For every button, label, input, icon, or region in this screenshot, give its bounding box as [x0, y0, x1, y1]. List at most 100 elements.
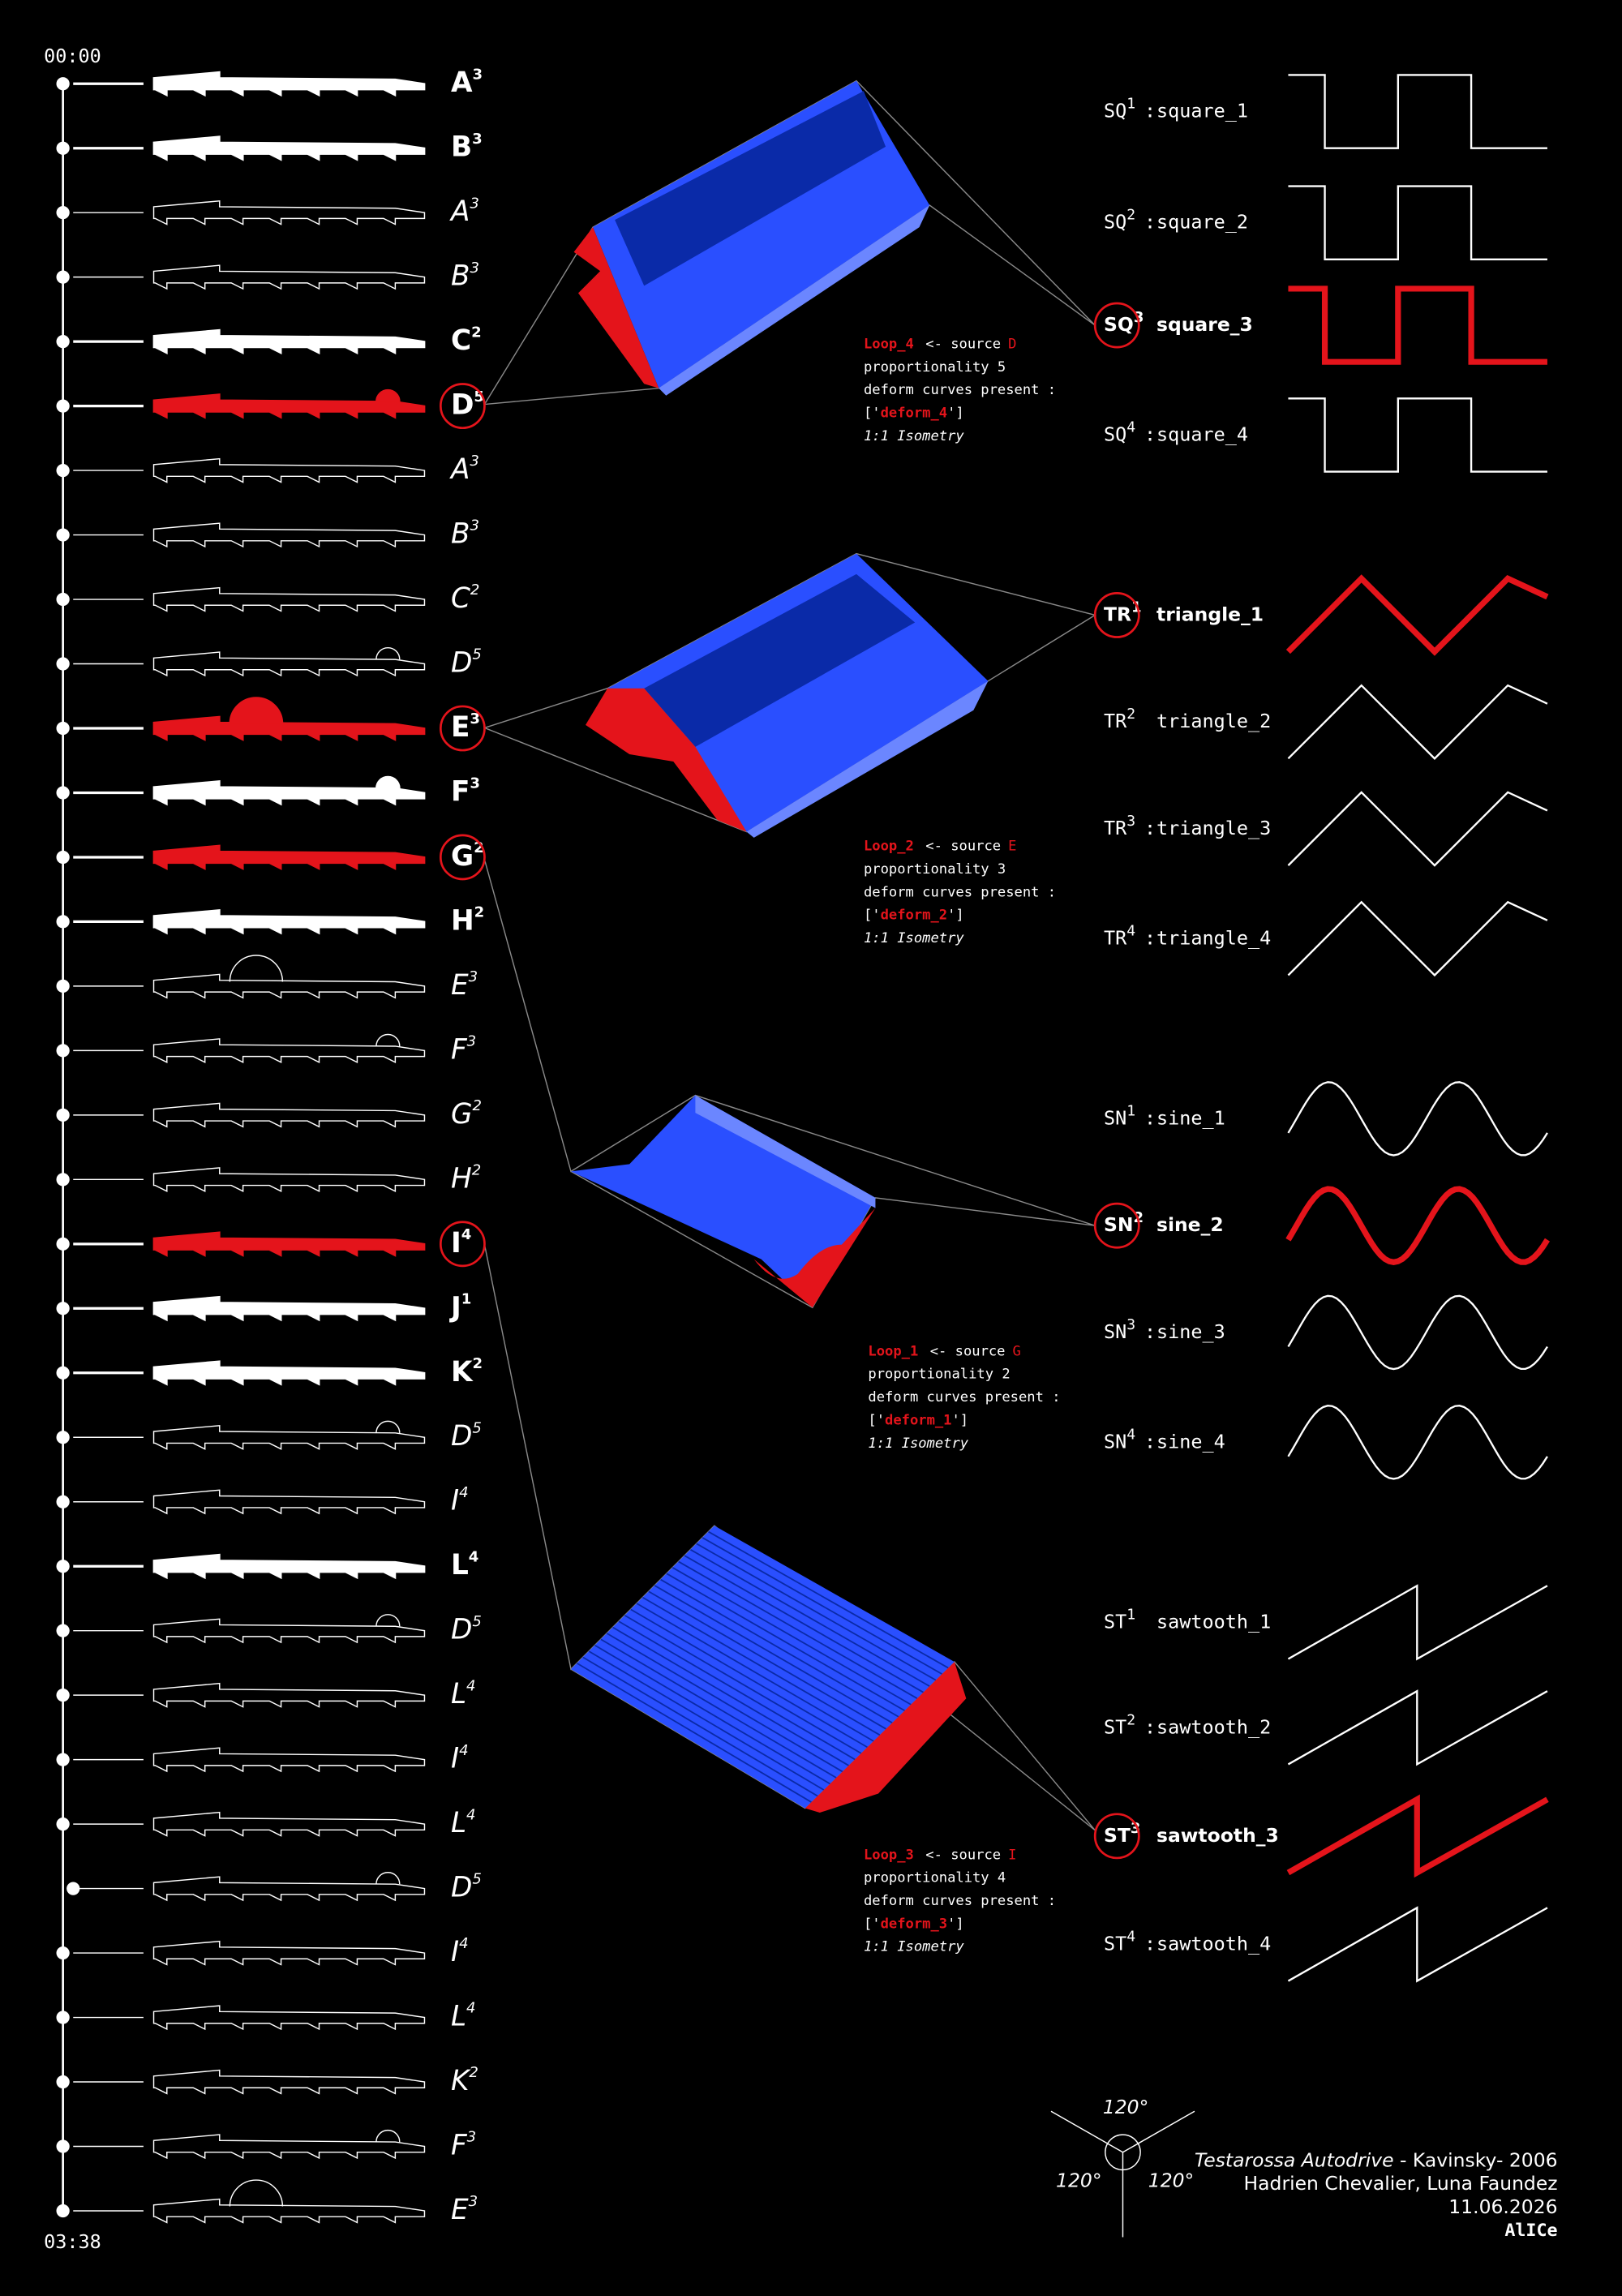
- loop-letter: F: [451, 2129, 468, 2161]
- timeline-dot: [56, 206, 70, 220]
- loop-glyph: [152, 2198, 426, 2224]
- timeline-dot: [56, 915, 70, 929]
- loop-superscript: 2: [474, 839, 484, 856]
- wave-label: ST2:sawtooth_2: [1104, 1711, 1271, 1738]
- loop-superscript: 2: [471, 324, 482, 341]
- rib: [630, 1608, 868, 1749]
- timeline-dot: [56, 850, 70, 865]
- waveform: [1288, 74, 1547, 149]
- loop-glyph: [152, 1425, 426, 1450]
- loop-label: A3: [449, 195, 479, 227]
- loop-label: B3: [451, 260, 479, 292]
- loop-letter: D: [451, 388, 474, 421]
- wave-name: sawtooth_4: [1156, 1932, 1271, 1955]
- waveform: [1287, 684, 1548, 761]
- loop-glyph: [152, 2069, 426, 2095]
- loop-superscript: 4: [466, 2000, 475, 2017]
- bracket: ']: [947, 908, 964, 924]
- angle-label: 120°: [1103, 2096, 1149, 2118]
- loop-glyph: [152, 2134, 426, 2160]
- loop-superscript: 1: [461, 1290, 472, 1307]
- loop-label: I4: [451, 1484, 469, 1517]
- loop-superscript: 4: [466, 1806, 475, 1823]
- loop-deform: ['deform_2']: [864, 908, 964, 924]
- loop-glyph: [152, 909, 426, 935]
- loop-letter: E: [451, 710, 470, 743]
- loop-deform: ['deform_3']: [864, 1916, 964, 1932]
- loop-superscript: 5: [474, 388, 484, 406]
- loop-proportionality: proportionality 2: [868, 1367, 1010, 1383]
- glyph-bump: [375, 647, 401, 660]
- bracket: ']: [952, 1412, 969, 1428]
- wave-separator: :: [1144, 1430, 1156, 1453]
- loop-letter: K: [451, 2065, 471, 2097]
- wave-label: ST1 sawtooth_1: [1104, 1606, 1271, 1633]
- wave-code: SN: [1104, 1320, 1126, 1342]
- start-time: 00:00: [44, 45, 101, 67]
- wave-label: TR3:triangle_3: [1104, 813, 1271, 839]
- loop-letter: B: [451, 131, 472, 163]
- deform-name: deform_4: [881, 406, 947, 422]
- wave-label: TR4:triangle_4: [1104, 922, 1271, 949]
- loop-superscript: 5: [472, 646, 481, 663]
- loop-letter: H: [451, 904, 474, 937]
- loop-glyph: [152, 1747, 426, 1773]
- loop-glyph: [152, 200, 426, 225]
- wave-code: SQ: [1104, 423, 1126, 445]
- loop-superscript: 4: [459, 1935, 468, 1952]
- wave-separator: :: [1144, 423, 1156, 445]
- block-1: [570, 1095, 876, 1308]
- timeline-dot: [56, 77, 70, 91]
- wave-name: sawtooth_2: [1156, 1715, 1271, 1738]
- loop-source: I: [1008, 1847, 1016, 1863]
- wave-code: SN: [1104, 1213, 1134, 1236]
- rib: [672, 1567, 912, 1706]
- deform-name: deform_1: [885, 1412, 951, 1428]
- wave-code: ST: [1104, 1715, 1126, 1738]
- loop-superscript: 3: [470, 517, 478, 534]
- loop-superscript: 3: [467, 2129, 476, 2146]
- loop-name: Loop_1: [868, 1343, 918, 1359]
- loop-superscript: 4: [461, 1226, 472, 1243]
- loop-label: J1: [449, 1290, 471, 1323]
- loop-header: Loop_1 <- source G: [868, 1343, 1020, 1359]
- loop-letter: D: [451, 1613, 472, 1646]
- wave-label: ST4:sawtooth_4: [1104, 1928, 1271, 1955]
- wave-superscript: 4: [1126, 418, 1135, 436]
- wave-code: TR: [1104, 816, 1127, 839]
- deform-name: deform_3: [881, 1916, 947, 1932]
- loop-label: L4: [451, 1548, 478, 1581]
- timeline-dot: [56, 2075, 70, 2089]
- loop-glyph: [152, 1295, 426, 1322]
- loop-letter: A: [449, 453, 470, 486]
- timeline-dot: [56, 657, 70, 671]
- waveform: [1287, 900, 1548, 977]
- timeline-dot: [56, 335, 70, 349]
- loop-letter: I: [451, 1742, 459, 1775]
- loop-glyph: [152, 71, 426, 97]
- loop-glyph: [152, 1231, 426, 1257]
- wave-code: ST: [1104, 1610, 1126, 1633]
- wave-name: sine_1: [1156, 1106, 1225, 1129]
- timeline-dot: [56, 1237, 70, 1251]
- loop-superscript: 3: [470, 453, 478, 470]
- loop-letter: F: [451, 1033, 468, 1066]
- bracket: [': [868, 1412, 885, 1428]
- loop-label: L4: [451, 1677, 476, 1710]
- rib: [660, 1578, 899, 1718]
- glyph-bump: [375, 1033, 401, 1046]
- loop-name: Loop_3: [864, 1847, 914, 1863]
- wave-separator: :: [1144, 99, 1156, 122]
- loop-letter: A: [451, 67, 473, 99]
- loop-glyph: [152, 1811, 426, 1837]
- wave-name: square_2: [1156, 210, 1248, 233]
- waveform: [1287, 791, 1548, 867]
- loop-label: E3: [451, 2193, 478, 2225]
- loop-header: Loop_4 <- source D: [864, 337, 1016, 353]
- timeline-dot: [56, 786, 70, 800]
- wave-superscript: 1: [1126, 1606, 1135, 1623]
- wave-separator: :: [1144, 1932, 1156, 1955]
- waveform: [1288, 397, 1547, 473]
- loop-glyph: [152, 651, 426, 677]
- wave-name: sine_4: [1156, 1430, 1225, 1453]
